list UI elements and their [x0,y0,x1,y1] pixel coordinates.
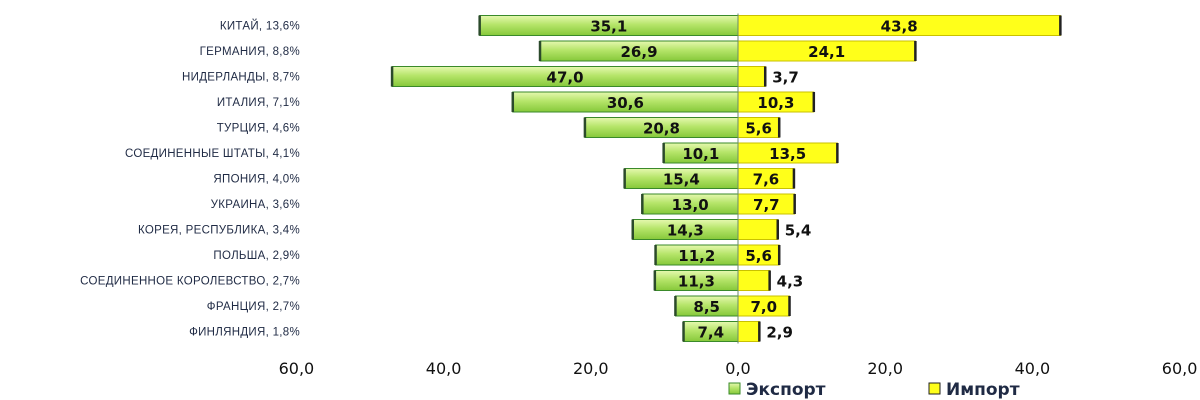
export-value-label: 15,4 [663,171,700,189]
import-value-label: 7,6 [753,171,780,189]
import-value-label: 5,4 [785,222,812,240]
category-label: КИТАЙ, 13,6% [220,20,300,33]
category-label: ФИНЛЯНДИЯ, 1,8% [189,327,300,339]
legend-import-swatch [928,382,941,395]
category-label: УКРАИНА, 3,6% [211,199,300,211]
legend-import-label: Импорт [946,380,1020,400]
x-tick-label: 40,0 [426,359,462,378]
import-value-label: 2,9 [766,324,793,342]
category-label: ГЕРМАНИЯ, 8,8% [200,46,300,58]
import-value-label: 7,7 [753,196,780,214]
export-value-label: 8,5 [693,298,720,316]
import-value-label: 13,5 [769,145,806,163]
export-value-label: 26,9 [621,43,658,61]
import-value-label: 10,3 [757,94,794,112]
x-tick-label: 60,0 [1162,359,1198,378]
x-tick-label: 60,0 [279,359,315,378]
category-label: СОЕДИНЕННЫЕ ШТАТЫ, 4,1% [125,148,300,160]
import-value-label: 4,3 [777,273,804,291]
import-value-label: 5,6 [745,247,772,265]
x-tick-label: 20,0 [573,359,609,378]
export-value-label: 20,8 [643,120,680,138]
category-label: ФРАНЦИЯ, 2,7% [207,301,300,313]
bars [390,13,1062,344]
import-value-label: 24,1 [808,43,845,61]
category-label: ПОЛЬША, 2,9% [213,250,300,262]
category-label: СОЕДИНЕННОЕ КОРОЛЕВСТВО, 2,7% [80,276,300,288]
value-labels: 35,1 43,8 26,9 24,1 47,0 3,7 30,6 10,3 20,8 5,6 10… [547,18,918,342]
category-label: ТУРЦИЯ, 4,6% [217,123,300,135]
export-value-label: 11,3 [678,273,715,291]
import-bar [737,270,771,291]
category-label: НИДЕРЛАНДЫ, 8,7% [182,72,300,84]
import-bar [737,66,766,87]
import-bar [737,219,779,240]
x-tick-label: 20,0 [867,359,903,378]
export-value-label: 7,4 [697,324,724,342]
category-label: ЯПОНИЯ, 4,0% [213,174,300,186]
import-value-label: 7,0 [750,298,777,316]
import-value-label: 3,7 [772,69,799,87]
export-value-label: 13,0 [672,196,709,214]
legend-export-swatch [728,382,741,395]
import-bar [737,321,760,342]
legend-export-label: Экспорт [746,380,826,400]
import-value-label: 43,8 [881,18,918,36]
export-value-label: 11,2 [678,247,715,265]
category-labels: КИТАЙ, 13,6% ГЕРМАНИЯ, 8,8% НИДЕРЛАНДЫ, 8,… [80,20,300,339]
export-value-label: 47,0 [547,69,584,87]
x-tick-label: 0,0 [725,359,750,378]
x-axis-ticks: 60,0 40,0 20,0 0,0 20,0 40,0 60,0 [279,359,1198,378]
legend: Экспорт Импорт [728,380,1020,400]
import-value-label: 5,6 [745,120,772,138]
export-value-label: 35,1 [590,18,627,36]
export-value-label: 10,1 [682,145,719,163]
category-label: КОРЕЯ, РЕСПУБЛИКА, 3,4% [138,225,300,237]
export-value-label: 30,6 [607,94,644,112]
x-tick-label: 40,0 [1015,359,1051,378]
category-label: ИТАЛИЯ, 7,1% [217,97,300,109]
export-value-label: 14,3 [667,222,704,240]
